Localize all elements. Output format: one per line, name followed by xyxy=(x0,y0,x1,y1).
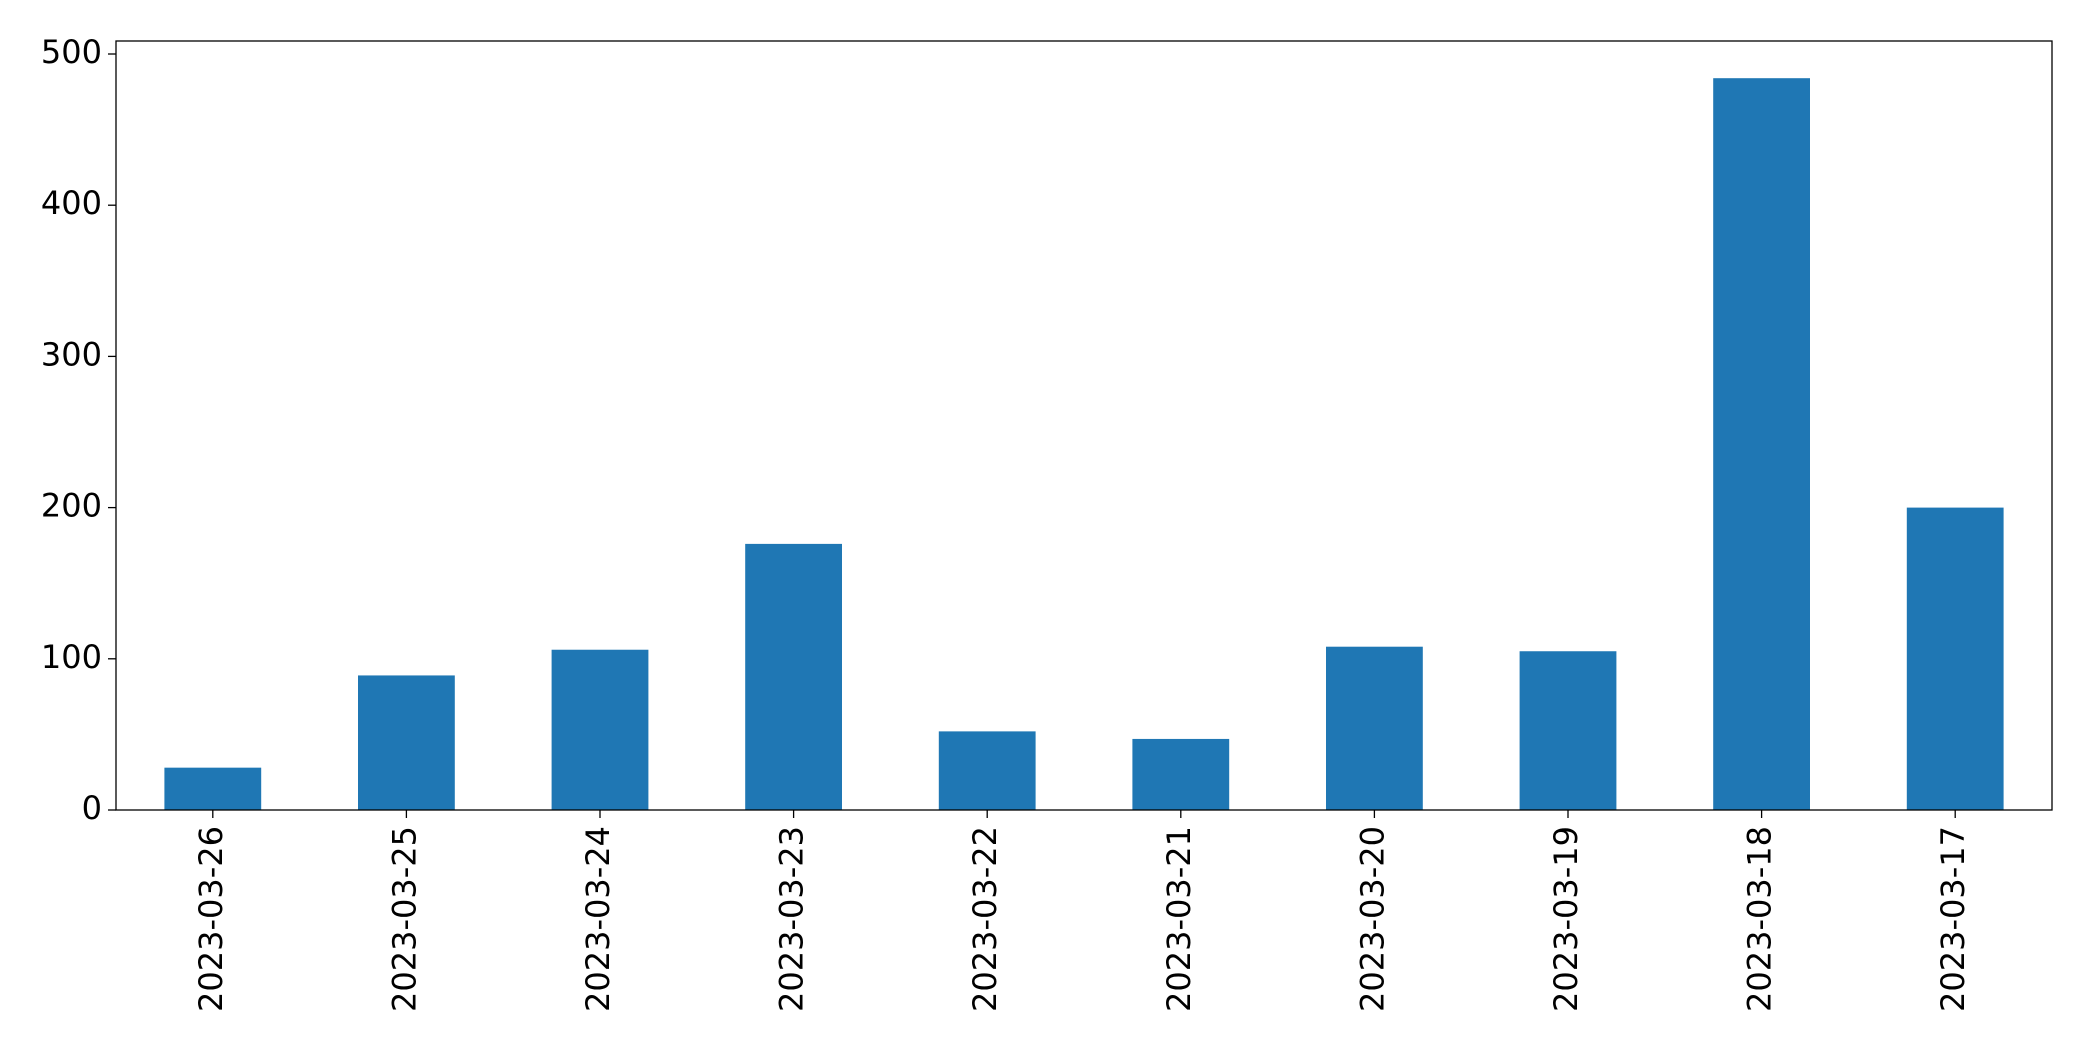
bar xyxy=(745,543,842,810)
bar xyxy=(938,731,1036,810)
bar xyxy=(1519,651,1617,810)
y-tick-label: 100 xyxy=(41,638,102,676)
bar xyxy=(1713,78,1810,810)
x-tick-label: 2023-03-22 xyxy=(966,826,1004,1012)
y-tick-label: 200 xyxy=(41,487,102,525)
x-tick-label: 2023-03-24 xyxy=(579,826,617,1012)
x-tick-label: 2023-03-21 xyxy=(1160,826,1198,1012)
bar xyxy=(1906,507,2004,810)
x-tick-label: 2023-03-23 xyxy=(773,826,811,1012)
bar xyxy=(358,675,455,810)
x-tick-label: 2023-03-26 xyxy=(192,826,230,1012)
plot-frame xyxy=(115,40,2053,811)
bar xyxy=(551,649,649,810)
x-tick-label: 2023-03-25 xyxy=(385,826,423,1012)
y-tick-label: 400 xyxy=(41,184,102,222)
x-tick-label: 2023-03-17 xyxy=(1934,826,1972,1012)
bar xyxy=(164,767,262,810)
y-tick-label: 300 xyxy=(41,335,102,373)
y-tick-label: 500 xyxy=(41,33,102,71)
x-tick-label: 2023-03-20 xyxy=(1353,826,1391,1012)
x-tick-label: 2023-03-19 xyxy=(1547,826,1585,1012)
bar xyxy=(1326,646,1423,810)
bar xyxy=(1132,738,1230,810)
x-tick-label: 2023-03-18 xyxy=(1741,826,1779,1012)
y-tick-label: 0 xyxy=(82,789,102,827)
